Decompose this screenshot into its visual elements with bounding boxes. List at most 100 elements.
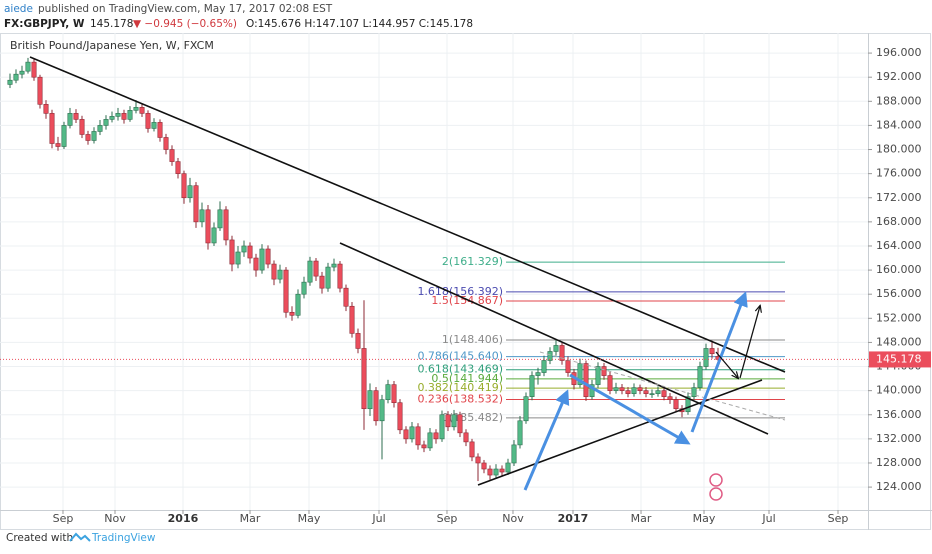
logo — [69, 532, 91, 542]
y-tick-label: 168.000 — [876, 215, 922, 228]
footer-brand[interactable]: TradingView — [91, 532, 156, 544]
candle-body — [139, 107, 145, 114]
candle-body — [643, 390, 649, 394]
candle-body — [265, 248, 271, 265]
candle-body — [421, 444, 427, 449]
candle-body — [541, 360, 547, 373]
candle-body — [565, 360, 571, 373]
change: ▼ −0.945 (−0.65%) — [133, 18, 237, 30]
candle-body — [337, 263, 343, 289]
candle-body — [61, 125, 67, 147]
candle-body — [535, 372, 541, 376]
x-tick-label: Jul — [761, 512, 775, 525]
x-tick-label: Sep — [53, 512, 74, 525]
candle-body — [253, 257, 259, 271]
candle-body — [103, 119, 109, 126]
x-tick-label: Sep — [437, 512, 458, 525]
candle-body — [223, 209, 229, 241]
candle-body — [175, 161, 181, 174]
candle-body — [193, 185, 199, 223]
last-price-box — [869, 351, 931, 368]
last-price-label: 145.178 — [876, 352, 922, 365]
candle-body — [79, 119, 85, 135]
candle-body — [49, 113, 55, 144]
candle-body — [487, 468, 493, 476]
event-icon[interactable] — [709, 487, 723, 501]
candle-body — [157, 122, 163, 138]
candle-body — [409, 426, 415, 440]
candle-body — [403, 429, 409, 440]
candle-body — [703, 348, 709, 367]
fib-label: 0.382(140.419) — [417, 381, 503, 394]
x-tick-label: Nov — [104, 512, 126, 525]
candle-body — [577, 363, 583, 385]
fib-label: 0.786(145.640) — [417, 350, 503, 363]
drawings — [29, 56, 786, 501]
y-tick-label: 172.000 — [876, 191, 922, 204]
candle-body — [595, 366, 601, 385]
candle-body — [385, 384, 391, 400]
candle-body — [523, 396, 529, 422]
trend-line — [29, 56, 786, 373]
arrow — [569, 373, 691, 445]
arrow — [523, 389, 570, 491]
author[interactable]: aiede — [4, 3, 33, 15]
candle-body — [25, 61, 31, 72]
fib-label: 0.5(141.944) — [431, 372, 503, 385]
candle-body — [361, 348, 367, 410]
arrow — [690, 291, 748, 433]
candle-body — [235, 251, 241, 265]
y-tick-label: 184.000 — [876, 118, 922, 131]
candle-body — [13, 73, 19, 81]
candle-body — [277, 269, 283, 280]
candle-body — [601, 366, 607, 376]
candle-body — [271, 263, 277, 280]
y-tick-label: 124.000 — [876, 480, 922, 493]
candle-body — [451, 414, 457, 428]
candle-body — [631, 387, 637, 394]
candle-body — [19, 70, 25, 75]
candle-body — [331, 263, 337, 268]
candle-body — [7, 79, 13, 85]
candle-body — [379, 399, 385, 422]
fib-label: 1.618(156.392) — [417, 285, 503, 298]
x-tick-label: Nov — [502, 512, 524, 525]
candle-body — [43, 104, 49, 114]
candle-body — [673, 399, 679, 410]
candle-body — [553, 345, 559, 352]
y-tick-label: 136.000 — [876, 408, 922, 421]
event-icon[interactable] — [709, 473, 723, 487]
candle-body — [649, 393, 655, 395]
y-tick-label: 192.000 — [876, 70, 922, 83]
published: published on TradingView.com, May 17, 20… — [38, 3, 333, 15]
fib-label: 0(135.482) — [442, 411, 503, 424]
candle-body — [301, 281, 307, 295]
x-tick-label: 2017 — [558, 512, 589, 525]
candle-body — [217, 209, 223, 229]
candle-body — [415, 426, 421, 446]
candle-body — [619, 387, 625, 391]
x-tick-label: May — [693, 512, 716, 525]
y-tick-label: 156.000 — [876, 287, 922, 300]
candle-body — [445, 414, 451, 428]
candle-body — [547, 351, 553, 361]
candle-body — [457, 414, 463, 434]
candle-body — [145, 113, 151, 129]
candle-body — [247, 245, 253, 259]
candles — [7, 57, 721, 482]
candle-body — [709, 348, 715, 355]
candle-body — [667, 396, 673, 400]
candle-body — [31, 61, 37, 78]
fib-label: 0.236(138.532) — [417, 392, 503, 405]
candle-body — [637, 387, 643, 391]
price: 145.178 — [90, 18, 133, 30]
candle-body — [283, 269, 289, 313]
x-tick-label: Jul — [371, 512, 385, 525]
candle-body — [517, 420, 523, 446]
candle-body — [121, 113, 127, 120]
fib-label: 1(148.406) — [442, 333, 503, 346]
arrow — [715, 351, 738, 378]
candle-body — [55, 143, 61, 147]
candle-body — [505, 462, 511, 473]
